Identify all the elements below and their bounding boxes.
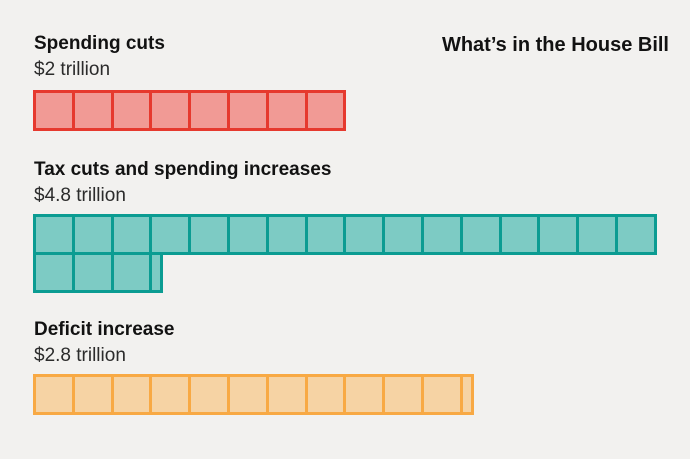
series-value-deficit-increase: $2.8 trillion — [34, 345, 126, 366]
unit-square — [420, 377, 460, 412]
series-label-tax-cuts-and-spending-increases: Tax cuts and spending increases — [34, 159, 332, 180]
unit-square — [226, 93, 266, 128]
chart-title: What’s in the House Bill — [441, 34, 669, 56]
series-label-deficit-increase: Deficit increase — [34, 319, 175, 340]
unit-square — [110, 217, 150, 252]
series-value-tax-cuts-and-spending-increases: $4.8 trillion — [34, 185, 126, 206]
unit-square — [382, 217, 421, 252]
unit-square — [304, 377, 344, 412]
unit-square — [149, 93, 189, 128]
unit-square — [265, 93, 305, 128]
unit-square — [420, 217, 460, 252]
series-value-spending-cuts: $2 trillion — [34, 59, 111, 80]
unit-square — [459, 217, 499, 252]
unit-square — [537, 217, 577, 252]
unit-square — [265, 377, 305, 412]
block-row — [33, 252, 164, 293]
unit-square — [71, 377, 111, 412]
unit-square — [36, 377, 72, 412]
unit-square — [498, 217, 538, 252]
unit-square — [149, 377, 189, 412]
block-row — [33, 374, 474, 415]
unit-square — [71, 93, 111, 128]
series-blocks-deficit-increase — [33, 374, 474, 415]
series-blocks-spending-cuts — [33, 90, 347, 131]
unit-square — [226, 217, 266, 252]
unit-square — [265, 217, 305, 252]
series-label-spending-cuts: Spending cuts — [34, 33, 165, 54]
unit-square — [110, 255, 150, 290]
unit-square — [71, 255, 111, 290]
partial-unit-square — [459, 377, 471, 412]
unit-square — [304, 217, 344, 252]
unit-square — [149, 217, 189, 252]
series-blocks-tax-cuts-and-spending-increases — [33, 214, 657, 293]
unit-square — [382, 377, 421, 412]
unit-square — [188, 217, 227, 252]
block-row — [33, 90, 347, 131]
unit-square — [110, 377, 150, 412]
unit-square — [343, 377, 383, 412]
unit-square — [110, 93, 150, 128]
block-row — [33, 214, 657, 255]
unit-square — [36, 255, 72, 290]
unit-square — [71, 217, 111, 252]
unit-square — [614, 217, 654, 252]
unit-square — [576, 217, 615, 252]
unit-square — [343, 217, 383, 252]
partial-unit-square — [149, 255, 161, 290]
unit-square — [36, 217, 72, 252]
unit-square — [36, 93, 72, 128]
unit-square — [188, 377, 227, 412]
unit-square — [226, 377, 266, 412]
unit-square — [188, 93, 227, 128]
unit-square — [304, 93, 344, 128]
